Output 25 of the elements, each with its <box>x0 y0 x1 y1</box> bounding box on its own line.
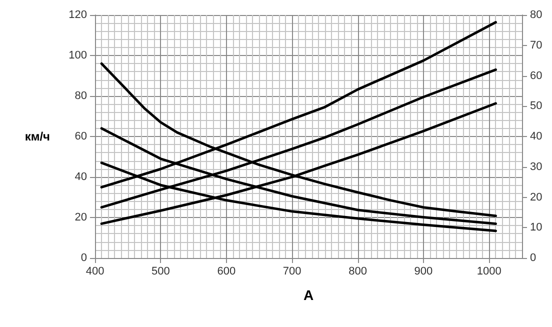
y2-tick-label: 40 <box>530 130 542 142</box>
y-tick-label: 20 <box>74 212 87 224</box>
x-tick-label: 800 <box>348 266 367 278</box>
y2-tick-label: 0 <box>530 252 536 264</box>
y2-tick-label: 30 <box>530 160 542 173</box>
y-axis-title: км/ч <box>24 130 50 144</box>
y-tick-label: 0 <box>80 252 87 264</box>
y-tick-label: 80 <box>74 90 87 102</box>
y-tick-label: 60 <box>74 130 87 142</box>
x-tick-label: 900 <box>414 266 433 278</box>
x-tick-label: 400 <box>86 266 104 278</box>
y-tick-label: 40 <box>74 171 87 183</box>
y2-tick-label: 60 <box>530 70 542 82</box>
y2-tick-label: 10 <box>530 222 542 234</box>
x-tick-label: 700 <box>282 266 302 278</box>
y2-tick-label: 70 <box>530 39 542 52</box>
x-tick-label: 600 <box>217 266 236 278</box>
y-tick-label: 100 <box>68 50 87 62</box>
y2-tick-label: 50 <box>530 100 542 112</box>
x-axis-title: A <box>303 287 314 303</box>
y2-tick-label: 80 <box>530 9 542 21</box>
x-tick-label: 1000 <box>476 266 502 278</box>
x-tick-label: 500 <box>152 266 170 278</box>
y-tick-label: 120 <box>68 9 87 21</box>
y2-tick-label: 20 <box>530 191 542 204</box>
